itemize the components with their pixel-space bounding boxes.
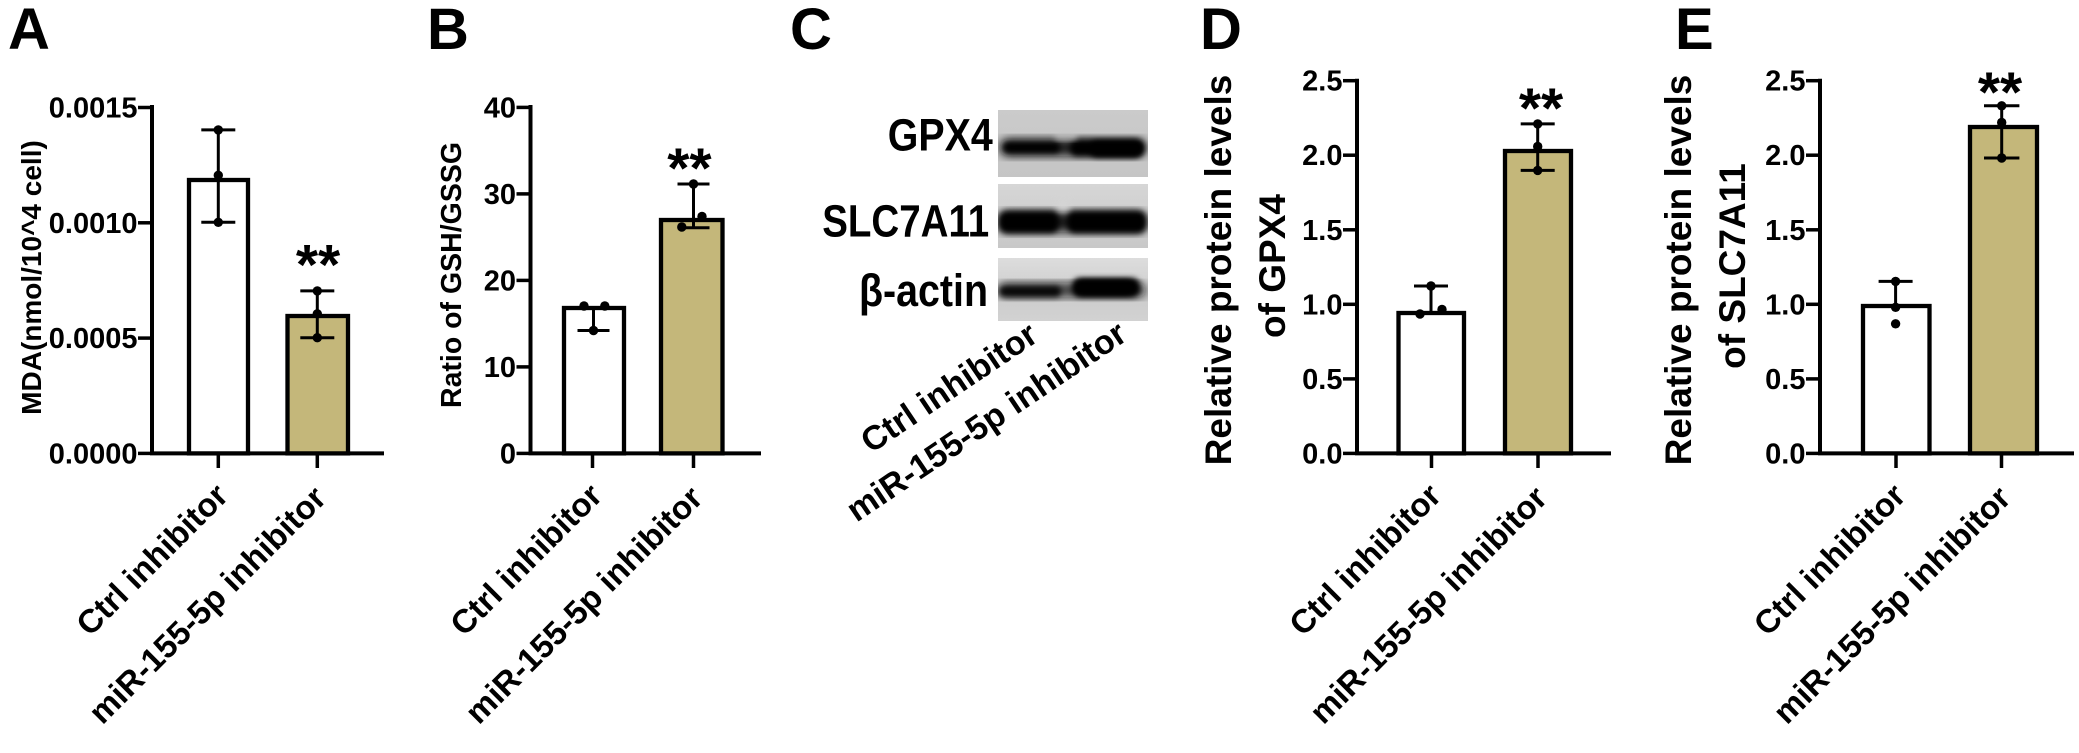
svg-text:1.0: 1.0	[1302, 289, 1342, 321]
svg-text:**: **	[1519, 77, 1564, 141]
svg-text:0.0: 0.0	[1765, 438, 1805, 470]
svg-text:0.0000: 0.0000	[49, 438, 138, 470]
svg-text:0.0005: 0.0005	[49, 323, 138, 355]
svg-text:2.5: 2.5	[1765, 66, 1805, 98]
svg-text:B: B	[427, 0, 469, 62]
svg-text:10: 10	[484, 352, 516, 384]
svg-text:**: **	[296, 233, 341, 297]
svg-text:1.0: 1.0	[1765, 289, 1805, 321]
svg-text:E: E	[1675, 0, 1714, 62]
svg-text:Relative protein levels: Relative protein levels	[1198, 75, 1239, 466]
svg-text:2.5: 2.5	[1302, 66, 1342, 98]
svg-text:of SLC7A11: of SLC7A11	[1712, 163, 1753, 369]
svg-text:2.0: 2.0	[1302, 140, 1342, 172]
svg-text:β-actin: β-actin	[859, 265, 988, 316]
svg-text:2.0: 2.0	[1765, 140, 1805, 172]
svg-text:20: 20	[484, 265, 516, 297]
svg-text:**: **	[1978, 61, 2023, 125]
svg-text:1.5: 1.5	[1302, 215, 1342, 247]
svg-text:of GPX4: of GPX4	[1252, 194, 1293, 338]
svg-text:0: 0	[500, 438, 516, 470]
svg-text:0.0010: 0.0010	[49, 208, 138, 240]
svg-text:Relative protein levels: Relative protein levels	[1658, 75, 1699, 466]
svg-text:1.5: 1.5	[1765, 215, 1805, 247]
svg-text:SLC7A11: SLC7A11	[822, 196, 989, 247]
svg-text:0.0: 0.0	[1302, 438, 1342, 470]
svg-text:30: 30	[484, 179, 516, 211]
svg-text:0.5: 0.5	[1302, 364, 1342, 396]
svg-text:D: D	[1200, 0, 1242, 62]
svg-text:**: **	[667, 137, 712, 201]
svg-text:A: A	[8, 0, 50, 62]
svg-text:40: 40	[484, 92, 516, 124]
svg-text:GPX4: GPX4	[888, 110, 993, 161]
svg-text:Ratio of GSH/GSSG: Ratio of GSH/GSSG	[436, 142, 468, 408]
svg-text:0.5: 0.5	[1765, 364, 1805, 396]
svg-text:C: C	[790, 0, 832, 62]
svg-text:0.0015: 0.0015	[49, 93, 138, 125]
svg-text:MDA(nmol/10^4 cell): MDA(nmol/10^4 cell)	[16, 140, 47, 415]
